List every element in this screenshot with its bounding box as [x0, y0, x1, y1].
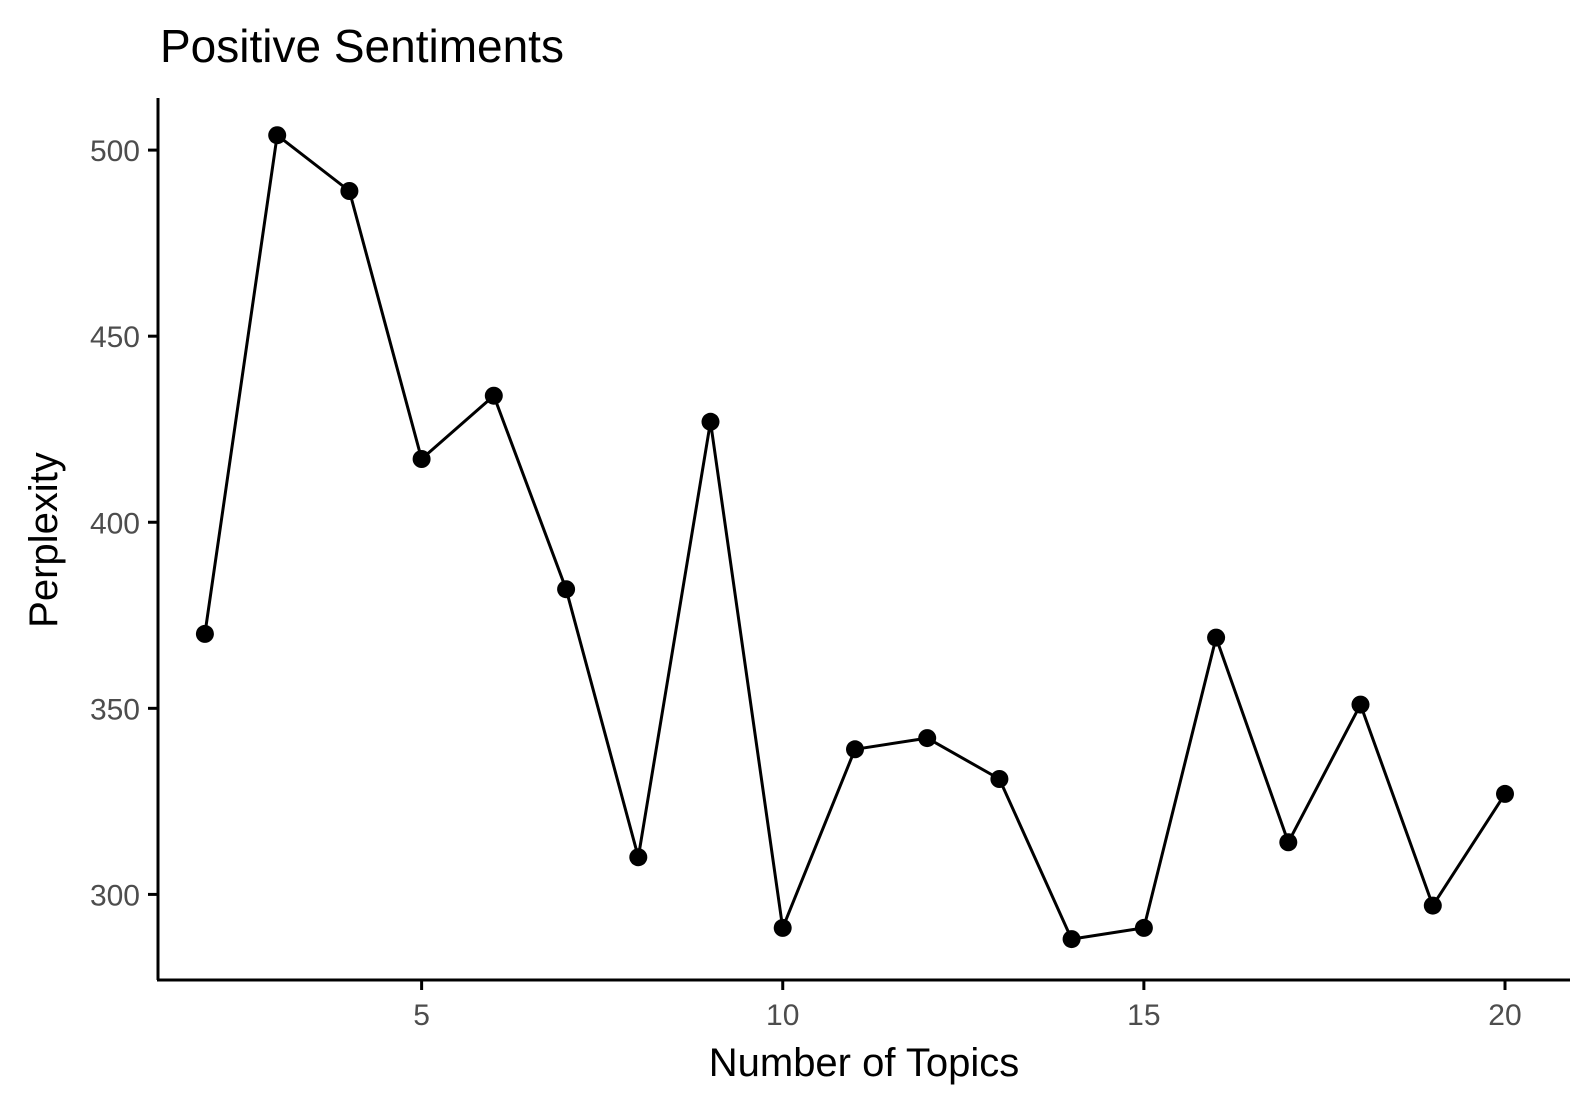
data-point — [268, 126, 287, 145]
x-axis-ticks: 5 10 15 20 — [413, 980, 1522, 1032]
data-point — [1062, 930, 1081, 949]
data-points — [195, 126, 1514, 949]
data-point — [1496, 784, 1514, 803]
data-point — [1207, 628, 1226, 647]
y-tick-label: 500 — [90, 135, 140, 168]
y-tick-label: 300 — [90, 879, 140, 912]
data-point — [1423, 896, 1442, 915]
data-point — [1134, 918, 1153, 937]
data-point — [484, 386, 503, 405]
data-point — [773, 918, 792, 937]
data-point — [195, 624, 214, 643]
data-point — [412, 450, 431, 468]
data-point — [701, 412, 720, 431]
x-tick-label: 5 — [413, 999, 430, 1032]
series-line — [203, 133, 1507, 941]
data-point — [846, 740, 864, 759]
x-tick-label: 20 — [1488, 999, 1521, 1032]
x-axis-title: Number of Topics — [709, 1041, 1020, 1085]
x-tick-label: 15 — [1127, 999, 1160, 1032]
data-point — [557, 580, 576, 599]
data-point — [340, 182, 359, 200]
data-point — [918, 729, 937, 748]
data-point — [629, 848, 648, 867]
y-tick-label: 350 — [90, 693, 140, 726]
data-point — [1351, 695, 1370, 714]
data-point — [990, 770, 1009, 788]
y-axis-ticks: 300 350 400 450 500 — [90, 135, 158, 912]
x-tick-label: 10 — [766, 999, 799, 1032]
y-tick-label: 400 — [90, 507, 140, 540]
chart-title: Positive Sentiments — [160, 20, 564, 72]
data-point — [1279, 833, 1298, 852]
y-axis-title: Perplexity — [22, 452, 66, 628]
y-tick-label: 450 — [90, 321, 140, 354]
